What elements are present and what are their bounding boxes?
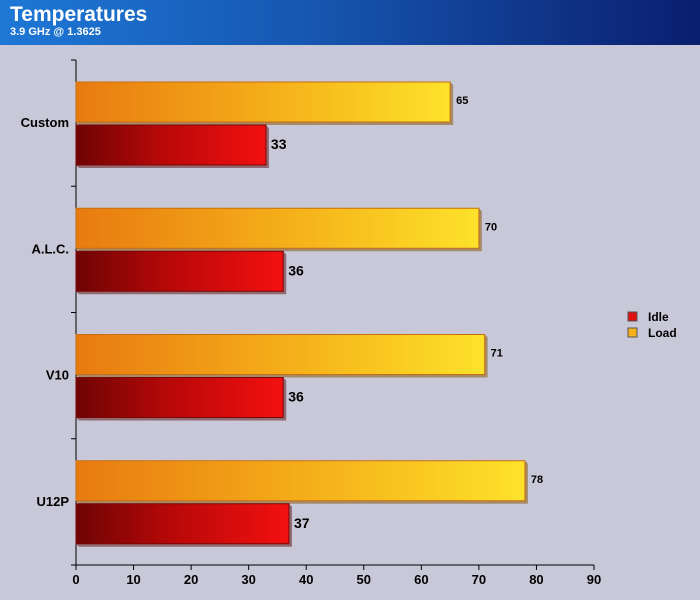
x-tick-label: 20 [184,572,198,587]
x-tick-label: 90 [587,572,601,587]
x-tick-label: 40 [299,572,313,587]
legend-label-idle: Idle [648,310,669,324]
chart-header: Temperatures 3.9 GHz @ 1.3625 [0,0,700,45]
data-label-idle: 33 [271,136,287,152]
data-label-idle: 37 [294,515,310,531]
bar-load [75,334,486,375]
bar-idle [75,250,284,292]
data-label-idle: 36 [288,389,304,405]
category-label: V10 [46,368,69,383]
data-label-load: 70 [485,221,497,233]
category-label: A.L.C. [31,241,69,256]
data-label-idle: 36 [288,262,304,278]
chart-legend: Idle Load [627,310,677,340]
x-tick-label: 60 [414,572,428,587]
chart-axes: 0 10 20 30 40 50 60 70 80 90 Custom A.L.C. V10 U12P [21,59,601,587]
legend-swatch-idle [627,311,638,322]
x-tick-label: 50 [357,572,371,587]
x-tick-label: 10 [126,572,140,587]
bar-load [75,207,480,249]
x-tick-label: 30 [241,572,255,587]
x-tick-label: 80 [529,572,543,587]
data-label-load: 71 [491,348,503,360]
x-tick-label: 70 [472,572,486,587]
chart-subtitle: 3.9 GHz @ 1.3625 [10,26,101,38]
bar-idle [75,503,290,545]
data-label-load: 65 [456,95,468,107]
data-label-load: 78 [531,474,543,486]
x-tick-label: 0 [72,572,79,587]
bar-idle [75,377,284,418]
chart-title: Temperatures [10,3,148,26]
legend-label-load: Load [648,326,677,340]
category-label: Custom [21,115,69,130]
legend-swatch-load [627,327,638,338]
bar-idle [75,124,267,166]
bar-load [75,460,526,502]
bar-load [75,81,451,123]
chart-bars: 65 33 70 36 71 36 78 37 [75,81,543,547]
category-label: U12P [36,494,69,509]
